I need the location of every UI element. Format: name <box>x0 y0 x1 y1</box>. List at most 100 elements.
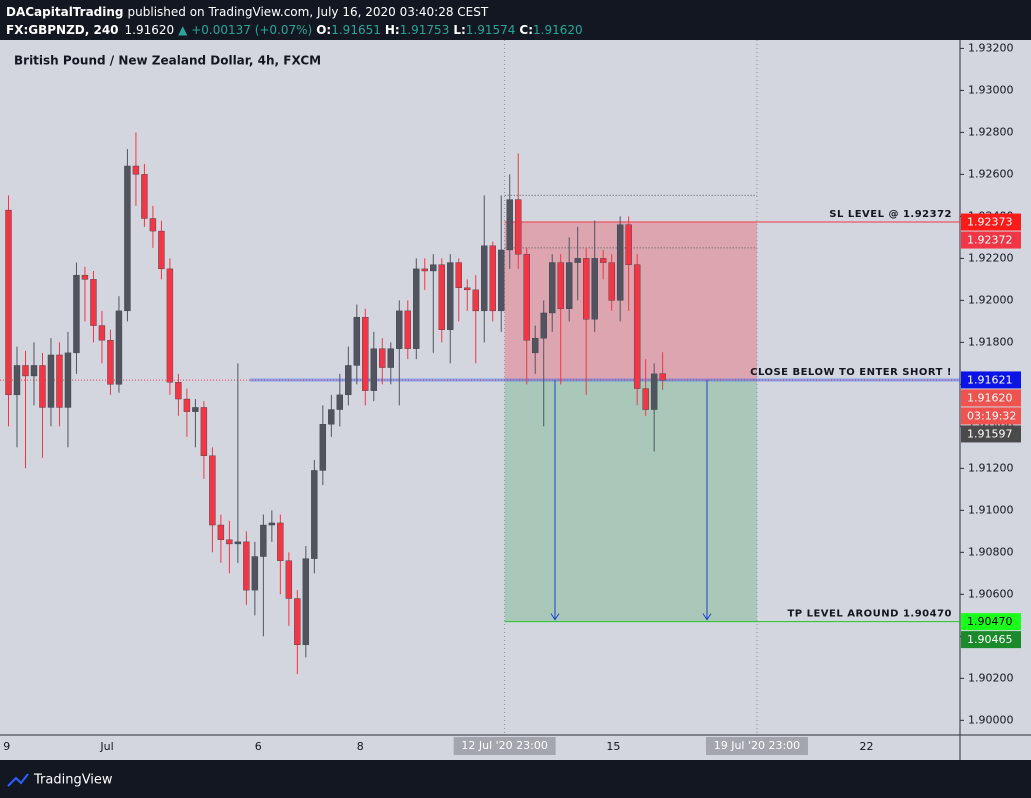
candle-body <box>650 373 658 410</box>
candle-body <box>498 249 505 312</box>
target-zone <box>504 379 757 622</box>
price-label: 03:19:32 <box>967 409 1016 422</box>
candle-body <box>132 165 140 175</box>
change: ▲ +0.00137 (+0.07%) <box>178 23 312 37</box>
price-label: 1.92372 <box>967 234 1013 247</box>
x-tick-label: Jul <box>99 740 113 753</box>
ohlc-key: C: <box>519 23 533 37</box>
candle-body <box>319 424 327 471</box>
candle-body <box>549 262 556 314</box>
candle-body <box>370 348 378 391</box>
candle-body <box>183 398 191 412</box>
candle-body <box>591 258 598 320</box>
symbol: FX:GBPNZD, 240 <box>6 23 119 37</box>
candle-body <box>396 310 403 349</box>
candle-body <box>642 388 649 410</box>
candle-body <box>328 409 335 425</box>
candle-body <box>158 230 165 270</box>
y-tick-label: 1.92000 <box>968 293 1014 306</box>
candle-body <box>438 264 445 330</box>
candle-body <box>30 365 38 377</box>
candle-body <box>404 310 411 349</box>
price-label-box <box>961 389 1021 407</box>
x-tick-label: 8 <box>357 740 364 753</box>
candle-body <box>582 258 590 320</box>
ohlc-value: 1.91651 <box>331 23 381 37</box>
y-tick-label: 1.91200 <box>968 461 1014 474</box>
candle-body <box>217 524 225 540</box>
candle-body <box>659 373 666 381</box>
candle-body <box>489 245 496 312</box>
candle-body <box>47 354 55 408</box>
candle-body <box>141 174 148 219</box>
price-label-box <box>961 425 1021 443</box>
level-annotation: TP LEVEL AROUND 1.90470 <box>787 609 952 620</box>
candle-body <box>209 455 216 526</box>
price-label-box <box>961 631 1021 649</box>
ohlc-value: 1.91753 <box>400 23 450 37</box>
brand-logo <box>7 773 29 787</box>
price-label-box <box>961 371 1021 389</box>
candle-body <box>90 279 97 326</box>
candle-body <box>13 365 21 396</box>
candle-body <box>22 365 29 377</box>
candle-body <box>124 165 131 312</box>
chart-title: British Pound / New Zealand Dollar, 4h, … <box>14 54 321 68</box>
price-label: 1.92373 <box>967 216 1013 229</box>
price-label-box <box>961 407 1021 425</box>
time-marker-box <box>453 737 556 755</box>
candle-body <box>430 264 437 272</box>
y-tick-label: 1.92200 <box>968 251 1014 264</box>
arrow-head <box>702 613 712 621</box>
candle-body <box>115 310 123 385</box>
time-marker-label: 12 Jul '20 23:00 <box>461 739 547 752</box>
candle-body <box>302 558 310 645</box>
price-label-box <box>961 613 1021 631</box>
candle-body <box>540 312 547 339</box>
arrow-head <box>550 613 560 621</box>
header-bar <box>0 0 1031 40</box>
footer-bar <box>0 760 1031 798</box>
candle-body <box>353 316 361 366</box>
candle-body <box>345 365 352 396</box>
price-label: 1.90470 <box>967 615 1013 628</box>
x-tick-label: 15 <box>606 740 620 753</box>
y-tick-label: 1.92600 <box>968 167 1014 180</box>
x-tick-label: 6 <box>255 740 262 753</box>
y-tick-label: 1.90200 <box>968 671 1014 684</box>
price-label-box <box>961 231 1021 249</box>
ohlc-value: 1.91574 <box>466 23 516 37</box>
ohlc-value: 1.91620 <box>533 23 583 37</box>
time-marker-label: 19 Jul '20 23:00 <box>714 739 800 752</box>
candle-body <box>455 262 462 288</box>
candle-body <box>81 274 89 280</box>
candle-body <box>268 522 276 526</box>
candle-body <box>5 209 12 396</box>
candle-body <box>464 287 471 291</box>
candle-body <box>226 539 233 545</box>
y-tick-label: 1.93200 <box>968 41 1014 54</box>
candle-body <box>285 560 293 599</box>
brand-name[interactable]: TradingView <box>33 773 113 788</box>
candle-body <box>64 352 72 408</box>
candle-body <box>98 325 106 341</box>
level-annotation: SL LEVEL @ 1.92372 <box>829 209 952 220</box>
candle-body <box>311 470 318 559</box>
candle-body <box>336 394 344 410</box>
price-label: 1.91620 <box>967 391 1013 404</box>
candle-body <box>107 340 114 385</box>
candle-body <box>73 274 80 354</box>
candle-body <box>633 264 641 389</box>
candle-body <box>616 224 624 301</box>
candle-body <box>566 262 573 309</box>
candle-body <box>532 337 539 354</box>
candle-body <box>506 199 513 251</box>
time-marker-box <box>705 737 808 755</box>
price-label-box <box>961 213 1021 231</box>
candle-body <box>277 522 284 561</box>
candle-body <box>294 598 301 645</box>
candle-body <box>192 407 199 412</box>
candle-body <box>557 262 564 309</box>
header-line-1: DACapitalTrading published on TradingView… <box>6 5 489 19</box>
candle-body <box>599 258 607 263</box>
